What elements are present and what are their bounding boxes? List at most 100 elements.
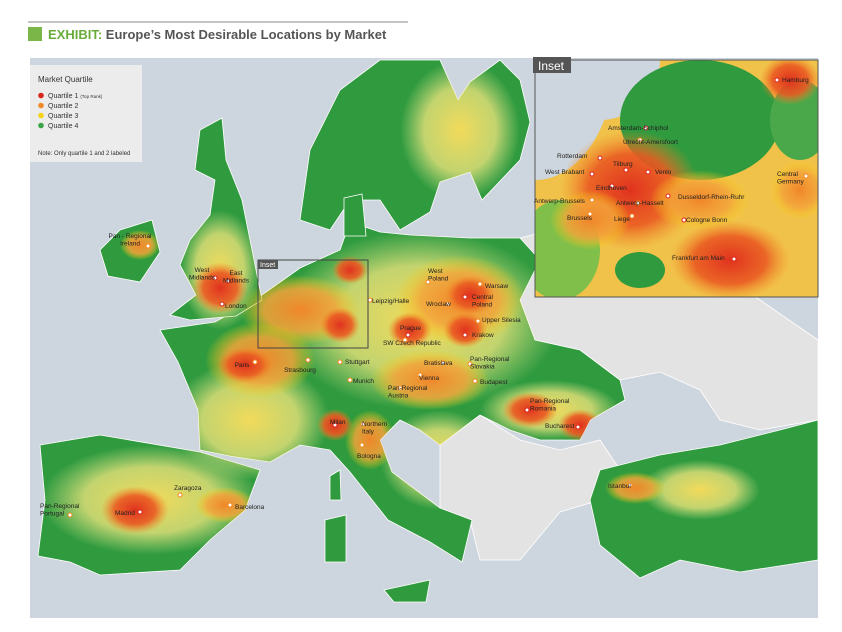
location-label: Antwerp-Brussels: [534, 198, 586, 205]
legend-swatch: [38, 102, 44, 109]
location-dot: [425, 279, 431, 285]
heat-blob: [101, 486, 169, 534]
location-label: Pan-Regional: [388, 385, 428, 392]
location-label: Poland: [472, 302, 493, 309]
heat-blob: [195, 487, 255, 523]
location-dot: [477, 281, 483, 287]
location-dot: [402, 337, 408, 343]
location-label: Hamburg: [782, 77, 809, 84]
heat-blob: [445, 275, 495, 315]
legend: Market Quartile Note: Only quartile 1 an…: [30, 65, 142, 162]
location-label: Zaragoza: [174, 485, 202, 492]
location-dot: [609, 183, 615, 189]
location-dot: [681, 217, 687, 223]
heat-blob: [400, 60, 520, 200]
title: EXHIBIT: Europe’s Most Desirable Locatio…: [48, 27, 387, 42]
inset-green: [615, 252, 665, 288]
location-label: Rotterdam: [557, 153, 587, 160]
location-dot: [462, 332, 468, 338]
location-label: Prague: [400, 325, 421, 332]
inset-tag-label: Inset: [260, 262, 275, 269]
legend-item: Quartile 4: [48, 123, 78, 130]
location-dot: [524, 407, 530, 413]
location-dot: [145, 243, 151, 249]
location-label: Strasbourg: [284, 367, 316, 374]
location-label: Munich: [353, 378, 374, 385]
location-dot: [332, 422, 338, 428]
inset-heat-blob: [770, 160, 818, 220]
location-dot: [177, 492, 183, 498]
heat-blob: [120, 230, 160, 260]
location-label: Amsterdam-Schiphol: [608, 125, 669, 132]
location-label: Austria: [388, 393, 409, 400]
location-dot: [337, 359, 343, 365]
location-label: Poland: [428, 276, 449, 283]
heat-blob: [388, 312, 432, 348]
legend-item: Quartile 1 (Top Rank): [48, 93, 103, 100]
legend-box: [30, 65, 142, 162]
inset-border: [534, 59, 819, 298]
location-dot: [623, 167, 629, 173]
title-text: Europe’s Most Desirable Locations by Mar…: [106, 27, 387, 42]
location-label: Stuttgart: [345, 359, 370, 366]
inset-heat-blob: [650, 170, 750, 230]
heat-blob: [332, 256, 368, 284]
location-dot: [445, 301, 451, 307]
location-dot: [405, 332, 411, 338]
location-label: Bratislava: [424, 360, 453, 367]
location-dot: [643, 125, 649, 131]
inset-tag: [258, 260, 278, 269]
location-dot: [440, 360, 446, 366]
legend-swatch: [38, 92, 44, 99]
location-label: Pan - Regional: [109, 233, 153, 240]
location-label: Germany: [777, 179, 804, 186]
location-label: Ireland: [120, 241, 140, 248]
location-dot: [467, 361, 473, 367]
location-labels: Pan - RegionalIrelandWestMidlandsEastMid…: [40, 233, 633, 518]
legend-label: Quartile 2: [48, 103, 78, 110]
market-land: [324, 514, 347, 563]
inset-heat-blob: [670, 220, 790, 297]
location-label: Utrecht-Amersfoort: [623, 139, 678, 146]
legend-item: Quartile 3: [48, 113, 78, 120]
location-label: West: [428, 268, 443, 275]
legend-label: Quartile 1: [48, 93, 78, 100]
heat-blob: [640, 460, 760, 520]
location-dot: [212, 275, 218, 281]
location-dot: [774, 77, 780, 83]
legend-swatch: [38, 112, 44, 119]
location-dot: [637, 137, 643, 143]
inset-frame: [257, 259, 369, 349]
legend-label-note: (Top Rank): [80, 94, 103, 99]
location-label: Paris: [235, 362, 251, 369]
heat-blob: [217, 347, 273, 383]
market-land: [343, 193, 367, 237]
location-dot: [627, 482, 633, 488]
location-dot: [629, 213, 635, 219]
location-dot: [305, 357, 311, 363]
location-label: Antwerp-Hasselt: [616, 200, 664, 207]
location-label: Venlo: [655, 169, 672, 176]
location-dot: [589, 197, 595, 203]
location-label: Pan-Regional: [530, 398, 570, 405]
inset-heat: [535, 60, 818, 297]
legend-item: Quartile 2: [48, 103, 78, 110]
location-dot: [575, 424, 581, 430]
location-label: Warsaw: [485, 283, 509, 290]
location-dot: [417, 372, 423, 378]
location-dot: [227, 502, 233, 508]
location-label: East: [229, 270, 242, 277]
legend-note: Note: Only quartile 1 and 2 labeled: [38, 151, 130, 157]
location-label: Brussels: [567, 215, 593, 222]
location-dot: [137, 509, 143, 515]
location-dot: [462, 294, 468, 300]
location-label: Eindhoven: [596, 185, 627, 192]
location-label: Tilburg: [613, 161, 633, 168]
location-dot: [645, 169, 651, 175]
heat-blob: [502, 392, 558, 428]
location-label: West Brabant: [545, 169, 584, 176]
location-dot: [472, 378, 478, 384]
location-dot: [635, 200, 641, 206]
legend-label: Quartile 4: [48, 123, 78, 130]
